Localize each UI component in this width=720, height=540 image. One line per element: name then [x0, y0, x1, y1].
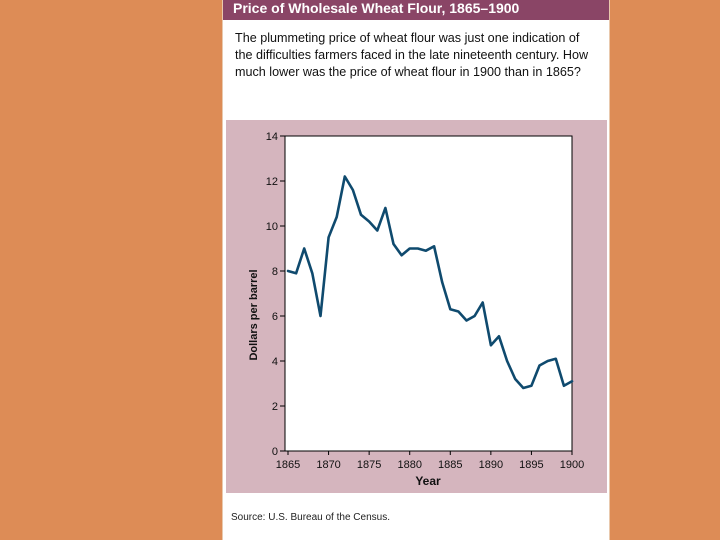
figure-panel: Price of Wholesale Wheat Flour, 1865–190…: [222, 0, 610, 540]
y-tick-label: 14: [266, 131, 278, 143]
line-chart: 0 2 4 6 8 10 12 14 1865 1870 1875 1880 1885 1890 1895…: [248, 131, 584, 488]
background-right: [610, 0, 720, 540]
x-tick-label: 1865: [276, 459, 300, 471]
y-tick-label: 4: [272, 356, 278, 368]
y-tick-label: 8: [272, 266, 278, 278]
x-tick-label: 1890: [479, 459, 503, 471]
x-axis-label: Year: [415, 474, 441, 488]
x-tick-label: 1875: [357, 459, 381, 471]
plot-area: [284, 135, 573, 452]
x-tick-label: 1885: [438, 459, 462, 471]
x-tick-label: 1880: [397, 459, 421, 471]
y-axis-label: Dollars per barrel: [248, 269, 260, 360]
y-tick-label: 12: [266, 176, 278, 188]
background-left: [0, 0, 218, 540]
figure-intro: The plummeting price of wheat flour was …: [235, 31, 589, 79]
series-line: [286, 175, 574, 390]
x-tick-label: 1900: [560, 459, 584, 471]
chart-area: 0 2 4 6 8 10 12 14 1865 1870 1875 1880 1885 1890 1895…: [226, 120, 607, 493]
y-tick-label: 0: [272, 446, 278, 458]
y-tick-label: 10: [266, 221, 278, 233]
y-tick-label: 6: [272, 311, 278, 323]
figure-title: Price of Wholesale Wheat Flour, 1865–190…: [223, 0, 609, 20]
x-tick-label: 1870: [316, 459, 340, 471]
y-tick-label: 2: [272, 401, 278, 413]
source-note: Source: U.S. Bureau of the Census.: [231, 512, 390, 523]
x-tick-label: 1895: [519, 459, 543, 471]
